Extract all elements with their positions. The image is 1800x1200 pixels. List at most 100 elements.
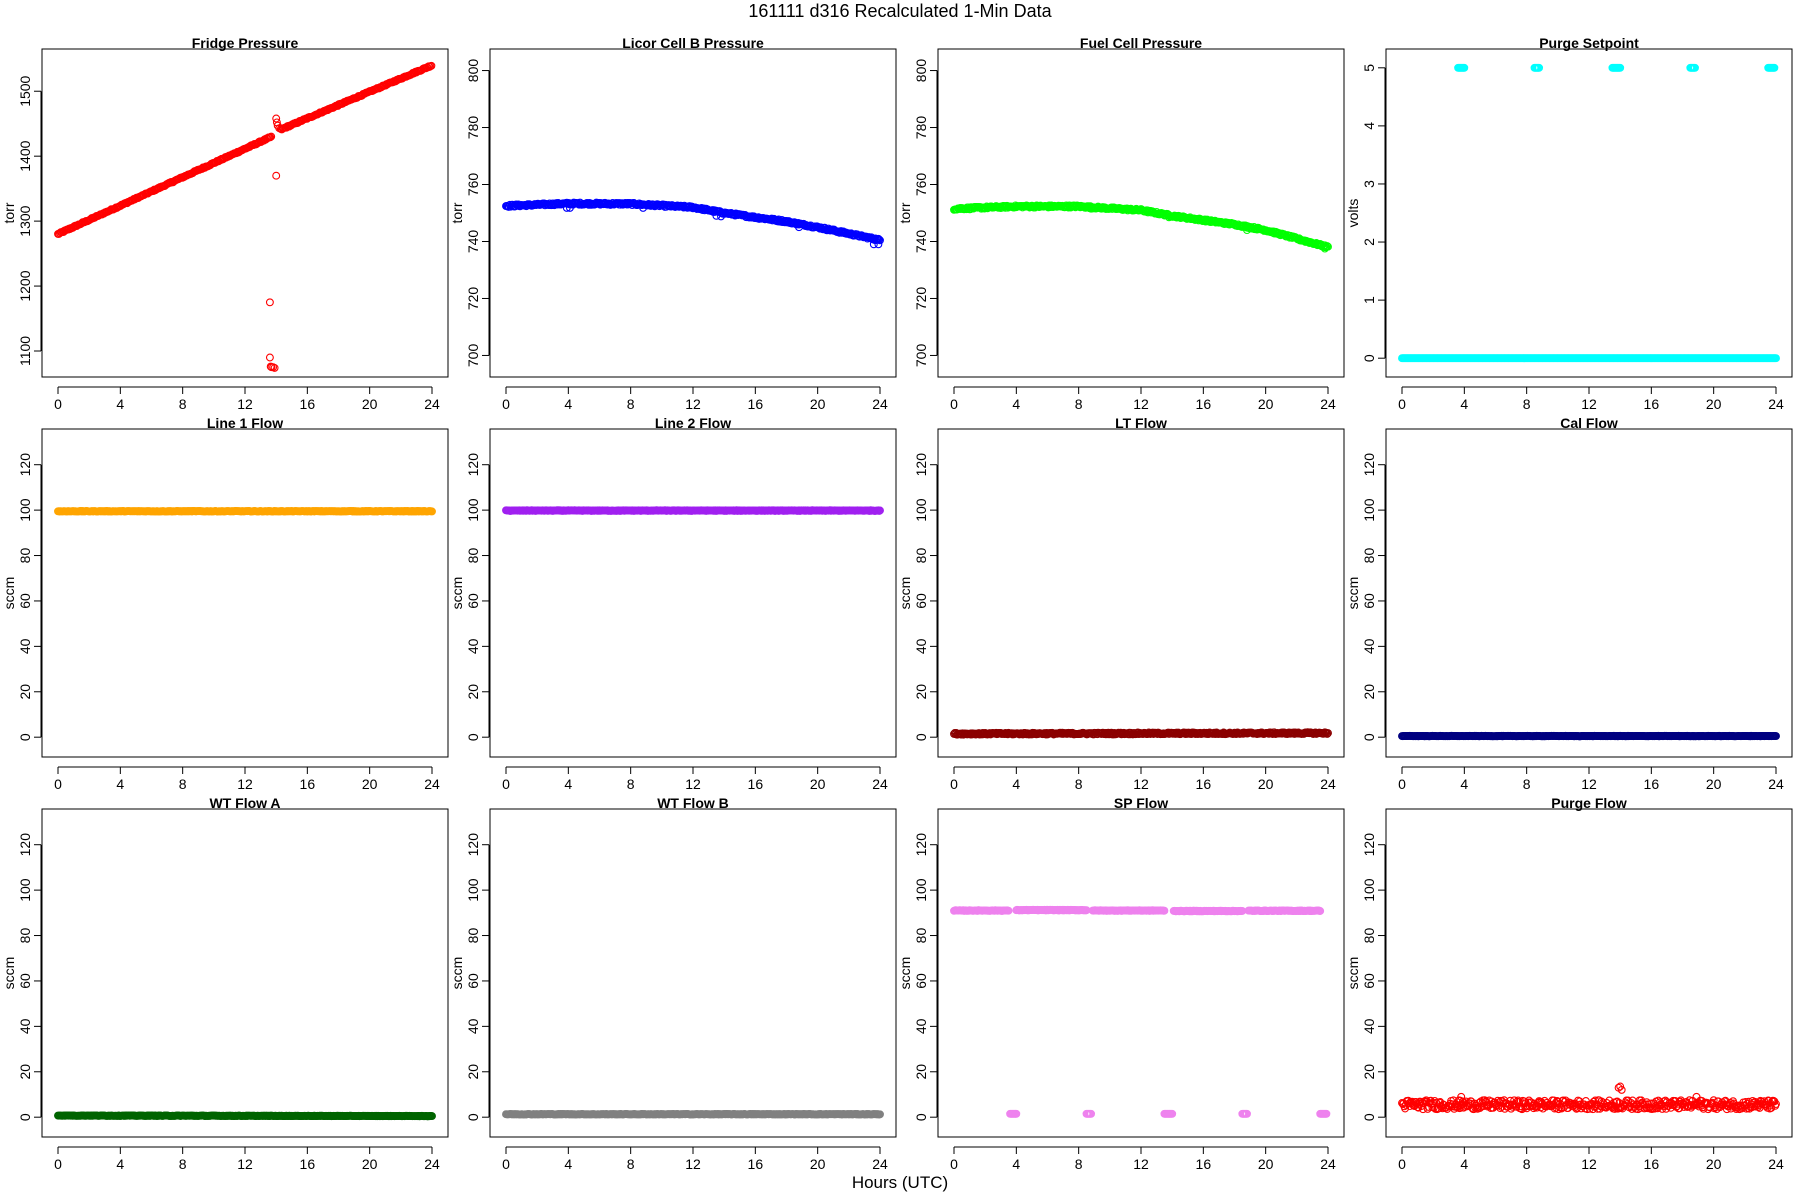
x-tick-label: 12 xyxy=(237,1156,253,1172)
y-tick-label: 0 xyxy=(17,733,33,741)
y-tick-label: 1500 xyxy=(17,75,33,106)
x-tick-label: 12 xyxy=(237,776,253,792)
y-tick-label: 720 xyxy=(465,287,481,311)
y-tick-label: 60 xyxy=(913,593,929,609)
y-tick-label: 120 xyxy=(17,453,33,477)
x-tick-label: 16 xyxy=(300,1156,316,1172)
y-tick-label: 40 xyxy=(1361,638,1377,654)
x-tick-label: 8 xyxy=(179,776,187,792)
x-axis: 0 4 8 12 16 20 24 xyxy=(54,766,440,792)
x-tick-label: 0 xyxy=(502,396,510,412)
y-tick-label: 20 xyxy=(465,684,481,700)
x-axis: 0 4 8 12 16 20 24 xyxy=(1398,386,1784,412)
x-tick-label: 12 xyxy=(1581,776,1597,792)
y-tick-label: 0 xyxy=(465,1113,481,1121)
x-tick-label: 16 xyxy=(1644,776,1660,792)
y-axis-label: sccm xyxy=(449,957,465,990)
x-tick-label: 20 xyxy=(1258,776,1274,792)
x-tick-label: 4 xyxy=(116,776,124,792)
y-axis-label: volts xyxy=(1345,199,1361,228)
x-tick-label: 12 xyxy=(685,396,701,412)
y-tick-label: 1300 xyxy=(17,205,33,236)
x-tick-label: 0 xyxy=(502,1156,510,1172)
x-tick-label: 8 xyxy=(1075,396,1083,412)
panel-title: Line 2 Flow xyxy=(655,415,731,431)
y-tick-label: 60 xyxy=(1361,593,1377,609)
x-tick-label: 24 xyxy=(424,1156,440,1172)
x-tick-label: 16 xyxy=(748,1156,764,1172)
plot-frame xyxy=(41,48,449,378)
plot-frame xyxy=(1385,48,1793,378)
y-tick-label: 1 xyxy=(1361,296,1377,304)
data-point xyxy=(639,203,648,212)
x-tick-label: 24 xyxy=(1768,776,1784,792)
y-tick-label: 100 xyxy=(913,498,929,522)
x-tick-label: 16 xyxy=(300,776,316,792)
x-tick-label: 12 xyxy=(1133,396,1149,412)
data-point xyxy=(1236,221,1244,230)
x-tick-label: 0 xyxy=(502,776,510,792)
x-tick-label: 12 xyxy=(237,396,253,412)
y-tick-label: 120 xyxy=(1361,453,1377,477)
plot-frame xyxy=(489,48,897,378)
data-series xyxy=(54,1111,436,1121)
x-tick-label: 8 xyxy=(1075,776,1083,792)
y-axis-label: torr xyxy=(449,202,465,223)
data-point xyxy=(1772,354,1780,363)
data-point xyxy=(876,236,884,245)
x-tick-label: 8 xyxy=(1523,776,1531,792)
data-point xyxy=(1535,63,1544,72)
y-tick-label: 80 xyxy=(17,928,33,944)
y-tick-label: 40 xyxy=(913,638,929,654)
data-point xyxy=(712,211,721,220)
x-tick-label: 16 xyxy=(1196,396,1212,412)
data-series xyxy=(502,506,884,515)
x-tick-label: 20 xyxy=(1258,396,1274,412)
y-tick-label: 780 xyxy=(465,116,481,140)
y-tick-label: 60 xyxy=(17,973,33,989)
data-point xyxy=(1616,63,1625,72)
data-point xyxy=(266,133,275,142)
panel-title: LT Flow xyxy=(1115,415,1167,431)
y-axis-label: sccm xyxy=(1,957,17,990)
x-tick-label: 24 xyxy=(1320,776,1336,792)
x-tick-label: 24 xyxy=(424,776,440,792)
x-tick-label: 0 xyxy=(950,776,958,792)
data-point xyxy=(795,223,803,232)
y-tick-label: 0 xyxy=(1361,733,1377,741)
x-tick-label: 12 xyxy=(685,1156,701,1172)
y-tick-label: 80 xyxy=(465,928,481,944)
x-tick-label: 8 xyxy=(627,396,635,412)
y-tick-label: 760 xyxy=(913,173,929,197)
x-tick-label: 4 xyxy=(564,776,572,792)
y-tick-label: 1400 xyxy=(17,140,33,171)
y-tick-label: 5 xyxy=(1361,64,1377,72)
y-tick-label: 100 xyxy=(465,498,481,522)
y-tick-label: 60 xyxy=(17,593,33,609)
data-point xyxy=(1165,213,1173,222)
data-point xyxy=(1087,204,1096,213)
y-tick-label: 0 xyxy=(913,733,929,741)
data-point xyxy=(427,61,436,70)
data-point xyxy=(267,132,276,141)
x-tick-label: 0 xyxy=(1398,776,1406,792)
y-tick-label: 1100 xyxy=(17,336,33,366)
y-tick-label: 40 xyxy=(465,638,481,654)
y-tick-label: 0 xyxy=(1361,354,1377,362)
x-tick-label: 24 xyxy=(872,776,888,792)
x-tick-label: 24 xyxy=(1768,396,1784,412)
y-tick-label: 3 xyxy=(1361,180,1377,188)
x-tick-label: 16 xyxy=(748,776,764,792)
x-tick-label: 4 xyxy=(1460,396,1468,412)
data-point xyxy=(1243,226,1251,235)
y-axis-label: sccm xyxy=(897,577,913,610)
y-axis-label: sccm xyxy=(449,577,465,610)
panel-title: Cal Flow xyxy=(1560,415,1618,431)
y-axis-label: torr xyxy=(1,202,17,223)
y-tick-label: 740 xyxy=(913,230,929,254)
